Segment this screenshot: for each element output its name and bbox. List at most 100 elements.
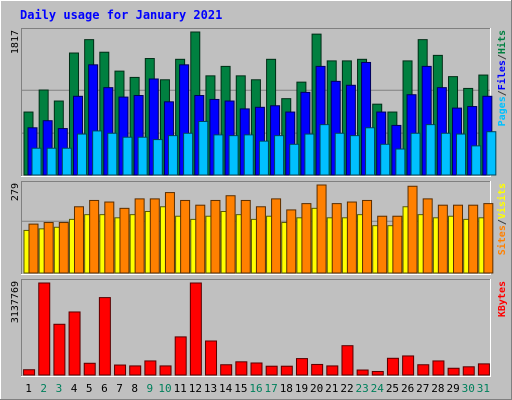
- x-axis-labels: 1 2 3 4 5 6 7 8 9 10 11 12 13 14 15 16 17 18 19 20 21 22 23 24 2…: [25, 382, 490, 395]
- legend-entry: Hits: [496, 30, 508, 54]
- bar-sites-day-27: [422, 198, 433, 274]
- bar-sites-day-19: [301, 203, 312, 274]
- legend-kbytes: KBytes: [497, 281, 508, 317]
- x-tick-label-5: 5: [86, 382, 93, 395]
- bar-pages-day-8: [137, 136, 148, 176]
- bar-sites-day-21: [331, 203, 342, 274]
- bar-pages-day-28: [440, 132, 451, 176]
- x-tick-label-24: 24: [371, 382, 385, 395]
- bar-sites-day-17: [271, 198, 282, 274]
- bar-sites-day-6: [104, 201, 115, 274]
- bar-pages-day-17: [274, 135, 285, 176]
- bar-kbytes-day-11: [174, 336, 187, 376]
- bar-sites-day-1: [28, 223, 39, 274]
- bar-kbytes-day-18: [280, 365, 293, 376]
- bar-sites-day-16: [255, 206, 266, 274]
- x-tick-label-14: 14: [219, 382, 233, 395]
- bar-kbytes-day-10: [159, 365, 172, 376]
- bar-kbytes-day-26: [402, 355, 415, 376]
- bar-pages-day-9: [152, 139, 163, 176]
- bar-kbytes-day-20: [311, 363, 324, 376]
- bar-kbytes-day-23: [356, 369, 369, 376]
- bar-sites-day-22: [346, 201, 357, 274]
- bar-sites-day-24: [377, 215, 388, 274]
- bar-sites-day-31: [483, 203, 494, 274]
- legend-entry: Visits: [496, 183, 508, 219]
- bar-pages-day-27: [425, 124, 436, 176]
- bar-sites-day-2: [43, 222, 54, 274]
- bar-sites-day-29: [453, 204, 464, 274]
- x-tick-label-11: 11: [174, 382, 187, 395]
- x-tick-label-26: 26: [401, 382, 414, 395]
- legend-pages-files-hits: Pages/Files/Hits: [496, 30, 508, 126]
- bar-sites-day-11: [180, 199, 191, 274]
- bar-pages-day-19: [304, 133, 315, 176]
- bar-pages-day-5: [92, 130, 103, 176]
- bar-kbytes-day-21: [326, 365, 339, 376]
- x-tick-label-15: 15: [234, 382, 247, 395]
- chart-title: Daily usage for January 2021: [20, 8, 222, 22]
- legend-entry: Files: [496, 60, 508, 90]
- bar-sites-day-3: [58, 222, 69, 274]
- legend-entry: /: [497, 90, 508, 96]
- bar-pages-day-7: [122, 136, 133, 176]
- bar-sites-day-14: [225, 195, 236, 274]
- y-max-label-sites-visits: 279: [10, 183, 21, 201]
- x-tick-label-13: 13: [204, 382, 217, 395]
- bar-sites-day-8: [134, 198, 145, 274]
- plot-area-kbytes: [21, 279, 491, 377]
- bar-kbytes-day-31: [477, 363, 490, 376]
- legend-entry: Sites: [496, 225, 508, 255]
- x-tick-label-17: 17: [265, 382, 278, 395]
- bar-kbytes-day-6: [98, 297, 111, 376]
- x-tick-label-30: 30: [462, 382, 475, 395]
- bar-kbytes-day-12: [189, 282, 202, 376]
- x-tick-label-18: 18: [280, 382, 293, 395]
- x-tick-label-29: 29: [446, 382, 459, 395]
- bar-kbytes-day-3: [53, 323, 66, 376]
- bar-sites-day-13: [210, 199, 221, 274]
- x-tick-label-28: 28: [431, 382, 444, 395]
- bar-kbytes-day-8: [129, 365, 142, 376]
- bar-sites-day-28: [437, 204, 448, 274]
- bar-kbytes-day-16: [250, 362, 263, 376]
- legend-entry: Pages: [497, 96, 508, 126]
- bar-pages-day-12: [198, 120, 209, 176]
- bar-kbytes-day-14: [220, 364, 233, 376]
- bar-kbytes-day-30: [462, 366, 475, 376]
- bar-sites-day-9: [149, 198, 160, 274]
- x-tick-label-27: 27: [416, 382, 429, 395]
- bar-pages-day-20: [319, 124, 330, 176]
- bar-pages-day-6: [107, 132, 118, 176]
- bar-sites-day-15: [240, 199, 251, 274]
- bar-pages-day-1: [31, 147, 42, 176]
- bar-pages-day-2: [46, 147, 57, 176]
- bar-kbytes-day-27: [417, 364, 430, 376]
- bar-kbytes-day-5: [83, 362, 96, 376]
- bar-pages-day-4: [76, 133, 87, 176]
- bar-kbytes-day-15: [235, 361, 248, 376]
- y-max-label-kbytes: 3137769: [10, 281, 21, 323]
- bar-kbytes-day-29: [447, 367, 460, 376]
- bar-kbytes-day-25: [386, 357, 399, 376]
- bar-sites-day-26: [407, 185, 418, 274]
- bar-kbytes-day-2: [38, 282, 51, 376]
- bar-pages-day-11: [183, 132, 194, 176]
- bar-pages-day-21: [334, 132, 345, 176]
- bar-pages-day-26: [410, 132, 421, 176]
- x-tick-label-16: 16: [249, 382, 262, 395]
- bar-sites-day-20: [316, 184, 327, 274]
- x-tick-label-23: 23: [356, 382, 369, 395]
- bar-kbytes-day-9: [144, 360, 157, 376]
- bar-pages-day-22: [349, 135, 360, 176]
- y-max-label-pages-files-hits: 1817: [10, 30, 21, 54]
- bar-pages-day-18: [289, 143, 300, 176]
- bar-sites-day-10: [164, 192, 175, 274]
- x-tick-label-8: 8: [131, 382, 138, 395]
- bar-kbytes-day-4: [68, 311, 81, 376]
- bar-pages-day-25: [395, 148, 406, 176]
- x-tick-label-6: 6: [101, 382, 108, 395]
- bar-pages-day-3: [61, 147, 72, 176]
- bar-sites-day-5: [89, 199, 100, 274]
- x-tick-label-4: 4: [71, 382, 78, 395]
